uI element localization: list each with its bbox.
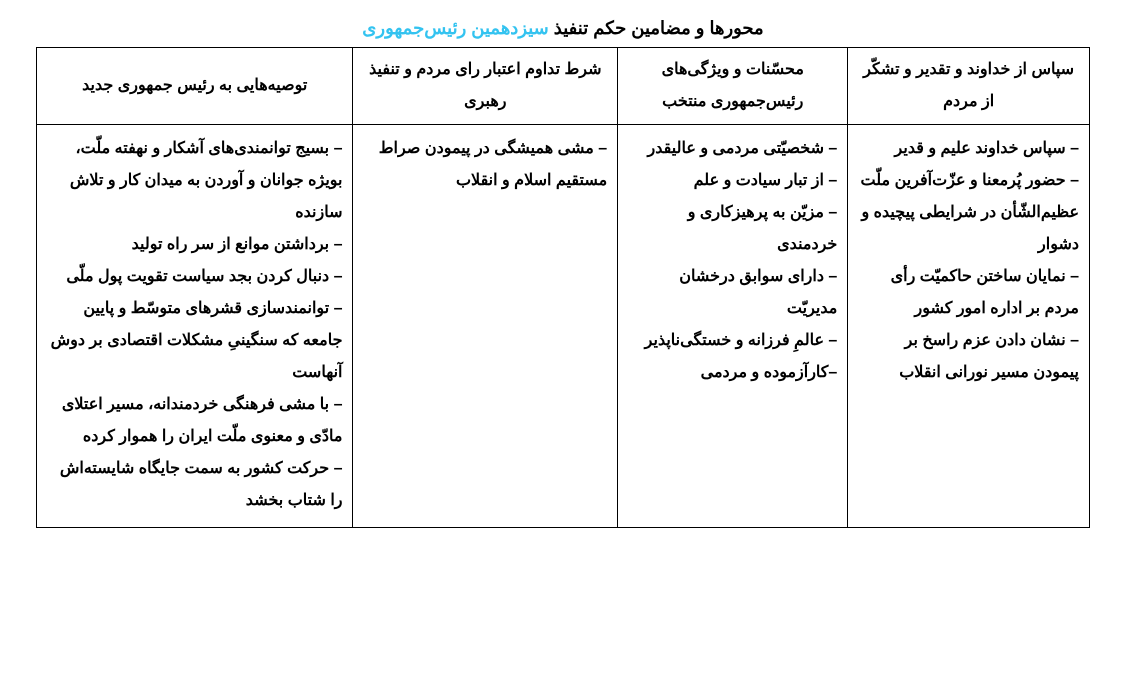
content-table: سپاس از خداوند و تقدیر و تشکّر از مردم م… bbox=[36, 47, 1090, 528]
header-col4: توصیه‌هایی به رئیس جمهوری جدید bbox=[37, 48, 353, 125]
cell-col1: – سپاس خداوند علیم و قدیر– حضور پُرمعنا … bbox=[848, 125, 1090, 528]
page-title: محورها و مضامین حکم تنفیذ سیزدهمین رئیس‌… bbox=[36, 18, 1090, 39]
header-row: سپاس از خداوند و تقدیر و تشکّر از مردم م… bbox=[37, 48, 1090, 125]
title-part1: محورها و مضامین حکم تنفیذ bbox=[549, 18, 764, 38]
cell-col2: – شخصیّتی مردمی و عالیقدر– از تبار سیادت… bbox=[618, 125, 848, 528]
body-row: – سپاس خداوند علیم و قدیر– حضور پُرمعنا … bbox=[37, 125, 1090, 528]
header-col1: سپاس از خداوند و تقدیر و تشکّر از مردم bbox=[848, 48, 1090, 125]
cell-col4: – بسیج توانمندی‌های آشکار و نهفته ملّت، … bbox=[37, 125, 353, 528]
cell-col3: – مشی همیشگی در پیمودن صراط مستقیم اسلام… bbox=[353, 125, 618, 528]
header-col3: شرط تداوم اعتبار رای مردم و تنفیذ رهبری bbox=[353, 48, 618, 125]
title-highlight: سیزدهمین رئیس‌جمهوری bbox=[362, 18, 549, 38]
header-col2: محسّنات و ویژگی‌های رئیس‌جمهوری منتخب bbox=[618, 48, 848, 125]
